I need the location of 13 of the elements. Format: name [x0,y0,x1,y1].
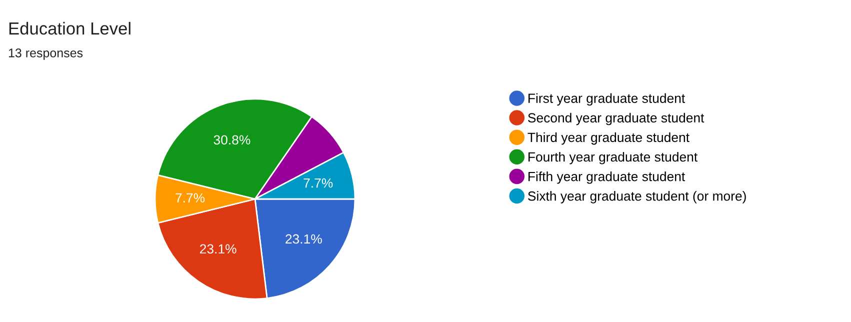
chart-title: Education Level [9,22,130,35]
legend-label: First year graduate student [528,93,686,106]
legend-label: Sixth year graduate student (or more) [528,191,746,204]
legend-label: Second year graduate student [528,112,704,126]
data-label: 30.8% [214,135,250,145]
data-label: 23.1% [286,234,322,244]
data-label: 7.7% [304,178,333,188]
data-label: 23.1% [200,244,236,254]
legend-label: Third year graduate student [528,132,690,145]
legend-label: Fourth year graduate student [528,152,698,164]
data-label: 7.7% [176,193,205,202]
legend-label: Fifth year graduate student [528,172,686,184]
text: 13 responses [8,48,83,60]
